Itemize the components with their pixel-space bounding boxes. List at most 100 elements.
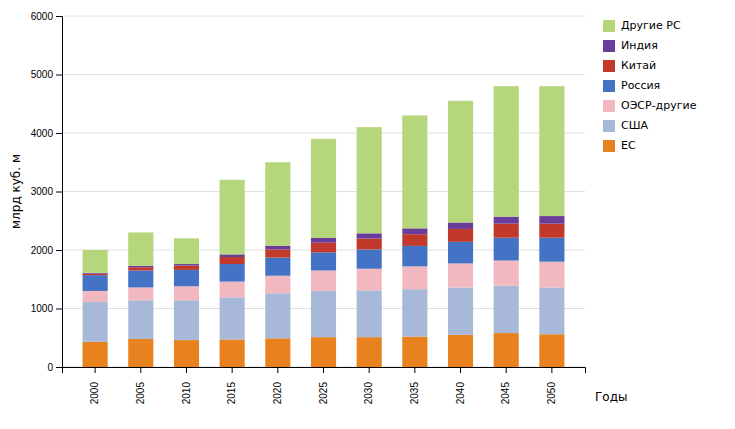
bar: [174, 340, 199, 367]
bar: [220, 282, 245, 298]
x-tick: 2010: [181, 367, 192, 404]
grid: [62, 16, 585, 367]
x-tick-mark: [95, 367, 96, 373]
bar: [128, 267, 153, 270]
bar: [220, 180, 245, 255]
bar: [357, 337, 382, 367]
bar: [220, 297, 245, 339]
bar: [265, 162, 290, 246]
x-tick-mark: [414, 367, 415, 373]
bar: [265, 293, 290, 338]
x-tick: 2030: [363, 367, 374, 404]
bar: [311, 252, 336, 270]
legend-swatch: [603, 100, 615, 112]
bar: [265, 258, 290, 276]
bar: [539, 86, 564, 216]
bar: [402, 337, 427, 367]
bar: [448, 223, 473, 229]
bar-series: [83, 333, 565, 367]
bar: [128, 287, 153, 300]
grid-line: [62, 74, 585, 75]
y-tick-mark: [56, 309, 62, 310]
y-tick: 0: [47, 362, 62, 373]
bar: [311, 337, 336, 367]
legend-item: ЕС: [603, 139, 636, 152]
x-tick-label: 2035: [409, 382, 420, 405]
y-axis-title: млрд куб. м: [9, 154, 23, 229]
legend-item: ОЭСР-другие: [603, 99, 697, 112]
y-tick-label: 6000: [31, 11, 54, 22]
bar: [174, 270, 199, 286]
bar: [174, 286, 199, 300]
legend-swatch: [603, 20, 615, 32]
bar: [265, 246, 290, 250]
bar: [448, 263, 473, 287]
bar: [174, 266, 199, 270]
chart: 0100020003000400050006000200020052010201…: [0, 0, 735, 429]
x-tick-mark: [460, 367, 461, 373]
y-tick-mark: [56, 75, 62, 76]
bar: [83, 274, 108, 275]
y-tick-label: 2000: [31, 245, 54, 256]
bar: [311, 291, 336, 337]
bar: [357, 290, 382, 337]
legend-swatch: [603, 80, 615, 92]
bar: [448, 101, 473, 223]
x-tick-mark: [140, 367, 141, 373]
bar: [448, 287, 473, 334]
x-tick: 2005: [135, 367, 146, 404]
y-tick-label: 5000: [31, 69, 54, 80]
bar: [174, 238, 199, 264]
bar: [265, 338, 290, 367]
bar: [128, 270, 153, 287]
bar: [494, 238, 519, 261]
x-tick: 2035: [409, 367, 420, 404]
y-tick: 5000: [31, 69, 62, 80]
bar-series: [83, 86, 565, 273]
x-axis-title: Годы: [595, 390, 627, 404]
bars: [83, 86, 565, 367]
bar-series: [83, 238, 565, 291]
bar: [311, 243, 336, 253]
bar: [220, 340, 245, 367]
x-axis: 2000200520102015202020252030203520402045…: [63, 367, 586, 404]
bar: [494, 86, 519, 216]
x-tick-label: 2050: [546, 382, 557, 405]
legend-item: Индия: [603, 39, 658, 52]
x-tick-mark: [186, 367, 187, 373]
bar: [402, 115, 427, 228]
x-tick-mark: [369, 367, 370, 373]
y-tick-label: 0: [47, 362, 53, 373]
bar: [357, 249, 382, 268]
legend-label: Индия: [621, 39, 658, 52]
y-tick: 4000: [31, 128, 62, 139]
legend-swatch: [603, 120, 615, 132]
bar: [402, 289, 427, 336]
y-tick-label: 3000: [31, 186, 54, 197]
bar-series: [83, 286, 565, 342]
bar: [539, 224, 564, 238]
bar: [402, 234, 427, 246]
y-tick: 3000: [31, 186, 62, 197]
bar: [311, 270, 336, 290]
bar: [448, 335, 473, 367]
bar: [539, 216, 564, 224]
y-tick-mark: [56, 250, 62, 251]
legend-swatch: [603, 60, 615, 72]
bar: [402, 266, 427, 289]
y-tick-mark: [56, 367, 62, 368]
x-tick-mark: [232, 367, 233, 373]
bar: [83, 302, 108, 342]
bar: [220, 264, 245, 282]
x-tick: 2000: [89, 367, 100, 404]
plot: 0100020003000400050006000200020052010201…: [31, 11, 586, 405]
grid-line: [62, 16, 585, 17]
legend-label: США: [621, 119, 648, 132]
y-tick-label: 1000: [31, 303, 54, 314]
x-tick-label: 2000: [89, 382, 100, 405]
bar: [357, 239, 382, 250]
legend-label: ОЭСР-другие: [621, 99, 697, 112]
y-tick-mark: [56, 192, 62, 193]
bar: [265, 249, 290, 257]
legend-item: Россия: [603, 79, 660, 92]
